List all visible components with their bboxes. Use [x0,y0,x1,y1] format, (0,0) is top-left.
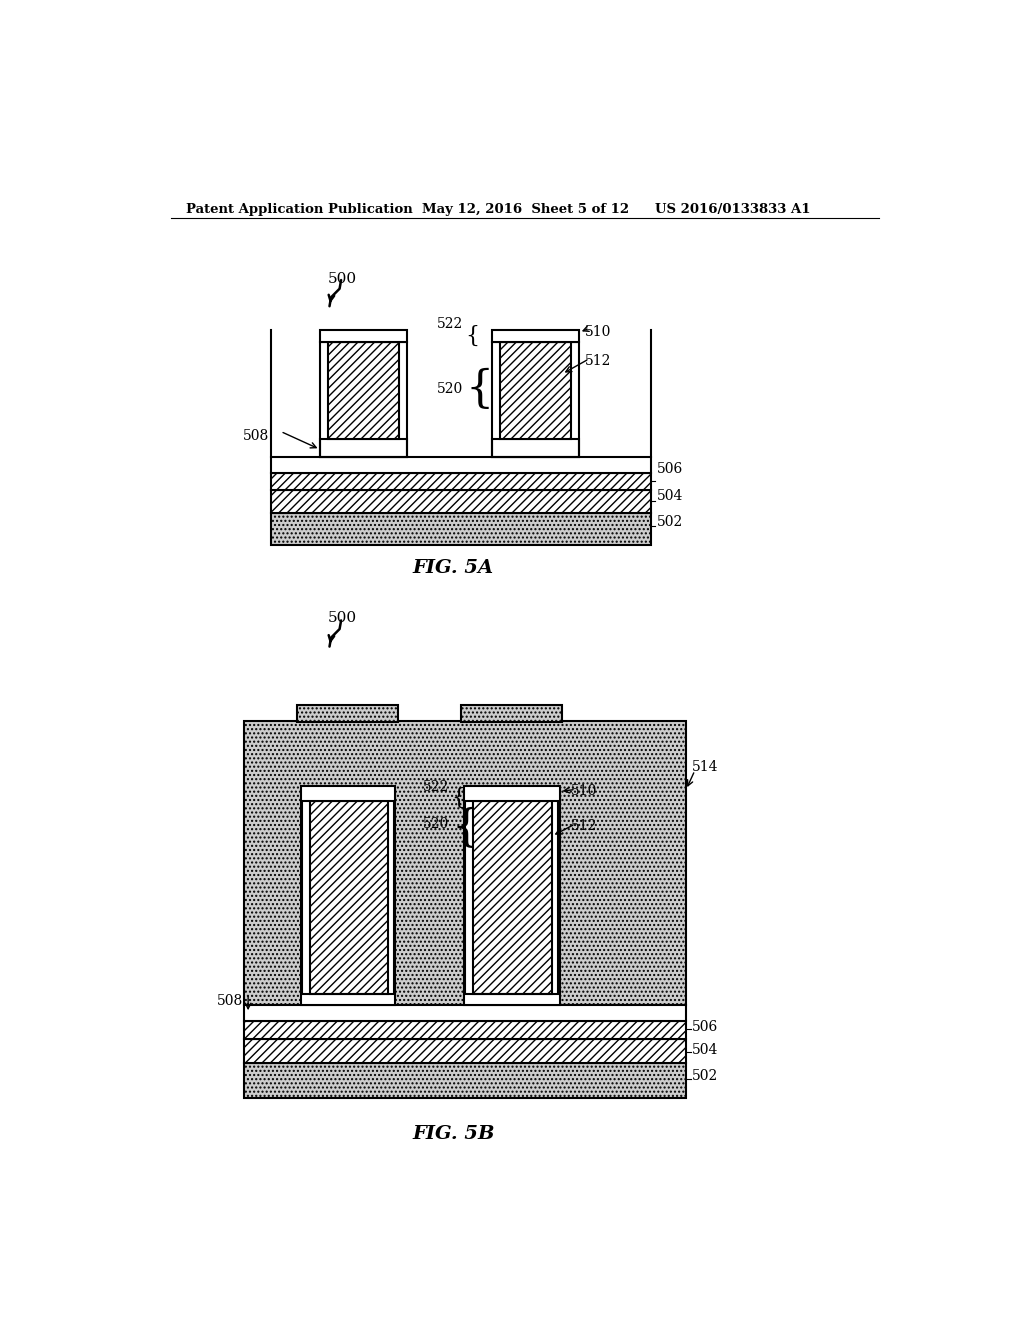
Bar [301,789,395,1006]
Text: US 2016/0133833 A1: US 2016/0133833 A1 [655,203,811,216]
Text: 508: 508 [243,429,269,444]
Text: Patent Application Publication: Patent Application Publication [186,203,413,216]
Bar [464,785,560,801]
Text: 512: 512 [586,354,611,368]
Bar [328,342,399,440]
Bar [271,473,651,490]
Text: {: { [465,325,479,346]
Bar [297,705,397,722]
Text: May 12, 2016  Sheet 5 of 12: May 12, 2016 Sheet 5 of 12 [423,203,630,216]
Text: 502: 502 [656,515,683,529]
Bar [245,1063,686,1098]
Text: 500: 500 [328,611,357,626]
Text: 500: 500 [328,272,357,286]
Bar [310,801,388,994]
Bar [465,788,558,994]
Bar [271,457,651,473]
Bar [493,342,579,457]
Bar [500,342,571,440]
Text: 522: 522 [423,780,450,795]
Text: 514: 514 [692,760,719,774]
Bar [461,705,562,722]
Bar [302,788,394,994]
Bar [464,789,560,1006]
Bar [493,440,579,457]
Text: {: { [452,787,465,808]
Text: 504: 504 [656,488,683,503]
Bar [493,330,579,342]
Text: 506: 506 [692,1020,719,1034]
Bar [245,1006,686,1020]
Text: 504: 504 [692,1043,719,1057]
Bar [321,342,407,457]
Bar [473,801,552,994]
Text: {: { [452,807,479,850]
Bar [271,490,651,512]
Text: 520: 520 [423,817,450,832]
Text: 512: 512 [571,818,598,833]
Text: 510: 510 [586,325,611,339]
Bar [271,512,651,545]
Text: 502: 502 [692,1069,719,1084]
Text: FIG. 5B: FIG. 5B [413,1125,495,1143]
Bar [245,721,686,1006]
Text: 506: 506 [656,462,683,477]
Text: 510: 510 [571,784,598,797]
Text: {: { [465,368,494,411]
Text: 522: 522 [436,317,463,331]
Bar [245,1020,686,1039]
Text: 520: 520 [436,383,463,396]
Bar [321,440,407,457]
Text: 508: 508 [216,994,243,1008]
Bar [301,785,395,801]
Bar [321,330,407,342]
Bar [245,1039,686,1063]
Text: FIG. 5A: FIG. 5A [413,558,494,577]
